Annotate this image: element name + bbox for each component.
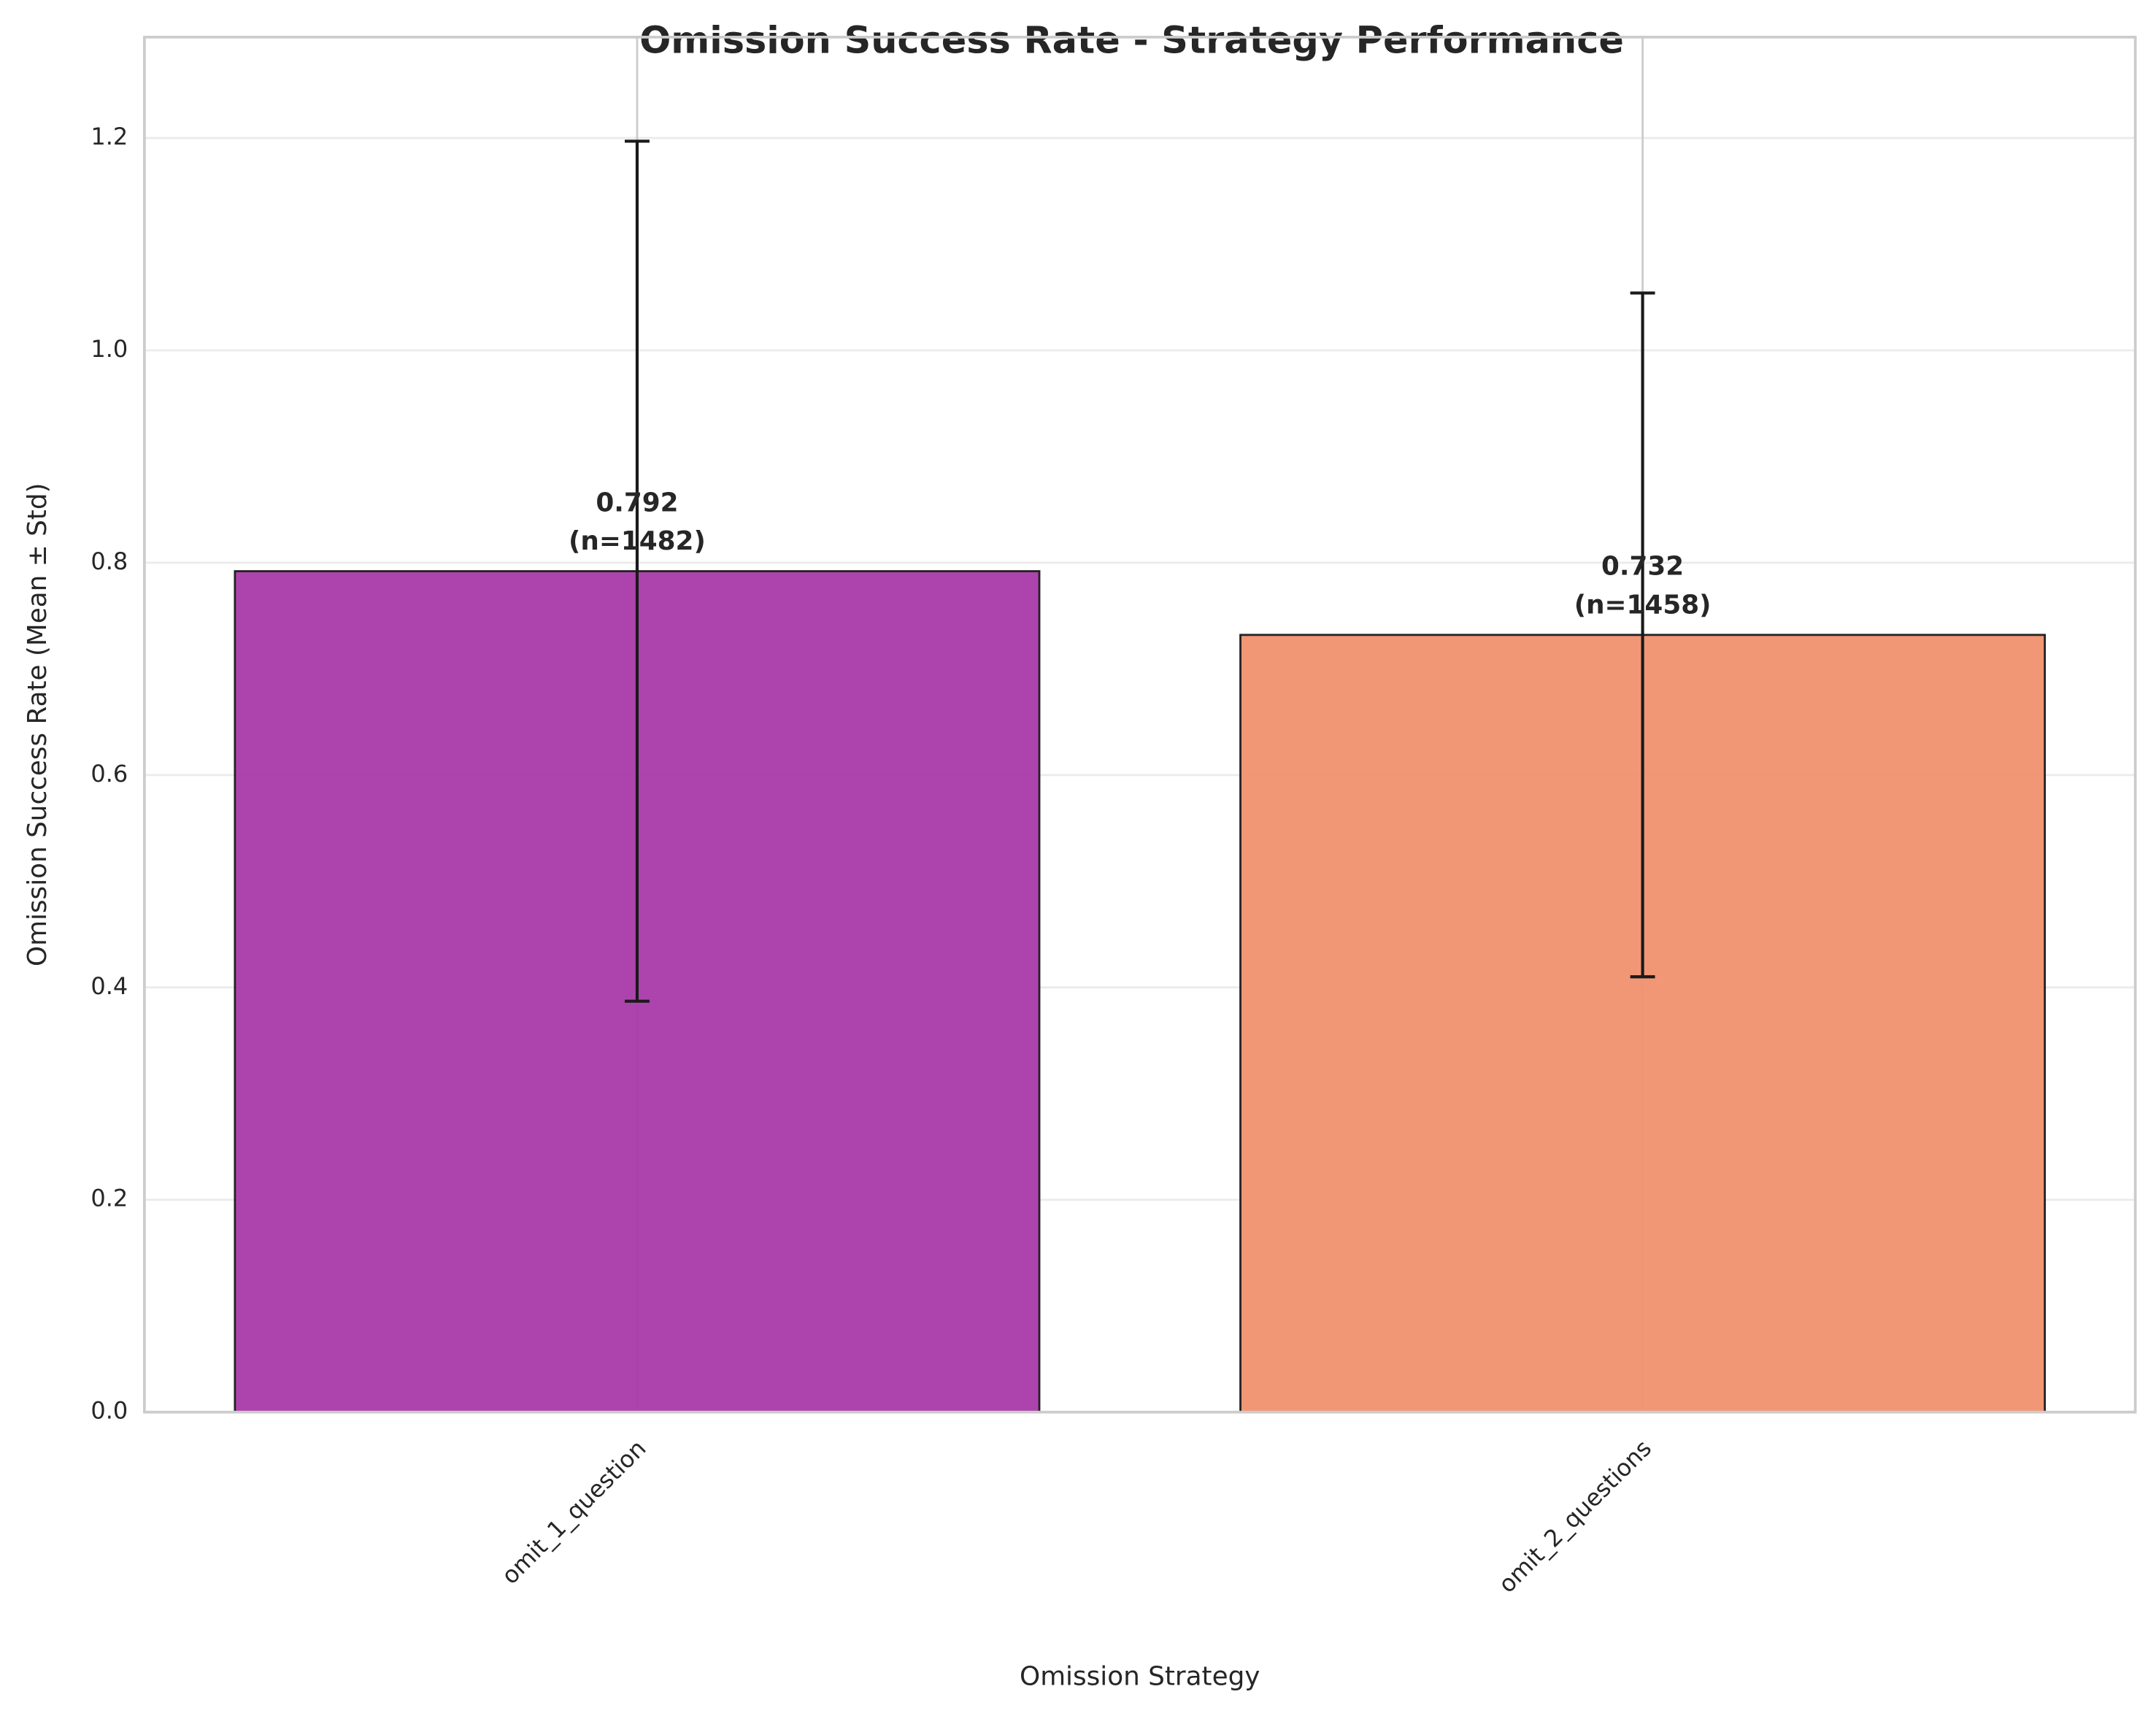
y-tick-label: 0.6 <box>91 760 128 788</box>
error-bar <box>624 139 650 1003</box>
y-tick-label: 0.2 <box>91 1185 128 1212</box>
value-label: 0.732 <box>1601 552 1684 582</box>
chart-title: Omission Success Rate - Strategy Perform… <box>639 18 1624 61</box>
y-tick-label: 0.4 <box>91 972 128 1000</box>
sample-label: (n=1458) <box>1574 590 1712 620</box>
y-tick-label: 0.0 <box>91 1397 128 1425</box>
y-tick-label: 1.2 <box>91 123 128 150</box>
sample-label: (n=1482) <box>569 526 706 556</box>
error-bar <box>1630 291 1655 979</box>
y-tick-label: 0.8 <box>91 547 128 575</box>
y-axis-label: Omission Success Rate (Mean ± Std) <box>23 482 53 966</box>
x-axis-label: Omission Strategy <box>1020 1661 1260 1691</box>
plot-frame <box>143 35 2137 1414</box>
value-label: 0.792 <box>596 488 678 518</box>
y-tick-label: 1.0 <box>91 335 128 363</box>
